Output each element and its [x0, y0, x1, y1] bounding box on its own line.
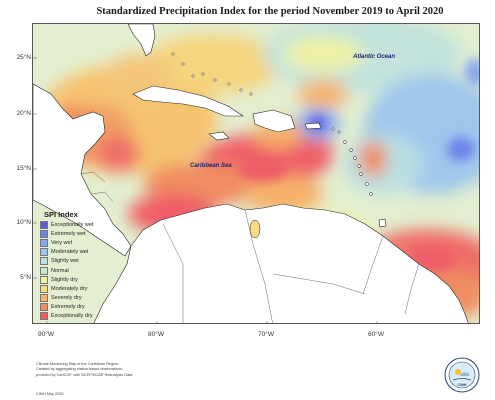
legend-item: Slightly dry	[40, 275, 122, 284]
legend-label: Moderately dry	[51, 285, 88, 292]
legend-item: Normal	[40, 266, 122, 275]
legend-swatch	[40, 312, 48, 321]
legend-label: Exceptionally dry	[51, 313, 93, 320]
legend-item: Moderately dry	[40, 284, 122, 293]
map-title: Standardized Precipitation Index for the…	[96, 6, 444, 17]
legend-swatch	[40, 229, 48, 238]
caribbean-sea-label: Caribbean Sea	[190, 163, 232, 169]
legend-item: Slightly wet	[40, 257, 122, 266]
legend-label: Extremely wet	[51, 230, 86, 237]
legend-label: Extremely dry	[51, 304, 85, 311]
lat-label-25n: 25°N	[16, 54, 31, 61]
legend-label: Slightly wet	[51, 258, 79, 265]
legend-item: Exceptionally wet	[40, 220, 122, 229]
spi-cores	[153, 58, 479, 271]
legend-rows: Exceptionally wet Extremely wet Very wet Mo…	[40, 220, 122, 321]
hispaniola	[252, 109, 296, 133]
legend-item: Extremely wet	[40, 229, 122, 238]
legend-item: Very wet	[40, 238, 122, 247]
puerto-rico	[304, 122, 322, 130]
legend-label: Exceptionally wet	[51, 221, 94, 228]
legend-swatch	[40, 220, 48, 229]
south-america	[93, 203, 469, 323]
lat-label-5n: 5°N	[20, 274, 31, 281]
country-borders	[80, 171, 420, 323]
legend-swatch	[40, 303, 48, 312]
spi-field-svg	[33, 24, 479, 323]
legend-item: Moderately wet	[40, 248, 122, 257]
legend-label: Very wet	[51, 239, 73, 246]
graticule-ticks	[33, 57, 378, 323]
jamaica	[208, 131, 230, 141]
cimh-logo: CIMH	[443, 356, 481, 394]
credit-line: Created by aggregating station based obs…	[36, 367, 123, 372]
credit-date: CIMH May 2020	[36, 392, 64, 396]
lat-label-20n: 20°N	[16, 110, 31, 117]
legend-label: Moderately wet	[51, 249, 89, 256]
lon-label-70w: 70°W	[258, 331, 274, 338]
legend-swatch	[40, 248, 48, 257]
legend-swatch	[40, 275, 48, 284]
trinidad	[378, 218, 387, 228]
legend-label: Severely dry	[51, 295, 82, 302]
spi-legend: SPI Index Exceptionally wet Extremely wet…	[40, 210, 122, 321]
legend-item: Extremely dry	[40, 303, 122, 312]
legend-label: Normal	[51, 267, 69, 274]
lon-label-60w: 60°W	[368, 331, 384, 338]
legend-title: SPI Index	[44, 210, 78, 219]
legend-swatch	[40, 257, 48, 266]
legend-item: Exceptionally dry	[40, 312, 122, 321]
lon-label-80w: 80°W	[148, 331, 164, 338]
spi-map	[32, 23, 480, 324]
legend-item: Severely dry	[40, 294, 122, 303]
legend-label: Slightly dry	[51, 276, 78, 283]
lat-label-10n: 10°N	[16, 219, 31, 226]
central-america	[33, 83, 132, 257]
logo-text: CIMH	[457, 383, 467, 387]
credit-line: provided by CariCOF, with NCEP/NCAR Rean…	[36, 372, 134, 377]
florida	[127, 24, 156, 57]
credit-line: Climate Monitoring Map of the Caribbean …	[36, 362, 120, 366]
landmasses	[33, 24, 469, 323]
legend-swatch	[40, 238, 48, 247]
lake-maracaibo	[249, 219, 261, 239]
cuba	[132, 85, 244, 117]
lat-label-15n: 15°N	[16, 165, 31, 172]
lon-label-90w: 90°W	[38, 331, 54, 338]
small-islands	[171, 52, 373, 196]
credit-text: Climate Monitoring Map of the Caribbean …	[36, 362, 236, 378]
legend-swatch	[40, 266, 48, 275]
legend-swatch	[40, 294, 48, 303]
atlantic-ocean-label: Atlantic Ocean	[353, 54, 396, 60]
cimh-logo-icon	[444, 357, 480, 393]
legend-swatch	[40, 284, 48, 293]
